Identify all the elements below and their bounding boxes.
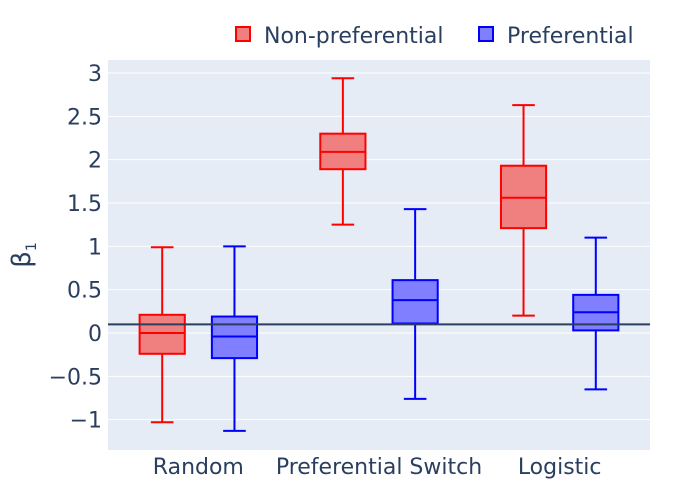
x-tick-label: Logistic	[518, 455, 602, 480]
series-non-preferential	[138, 77, 548, 424]
legend-label: Preferential	[507, 24, 634, 49]
legend-swatch	[478, 26, 494, 42]
box	[319, 77, 367, 226]
x-tick-labels: Random Preferential Switch Logistic	[153, 455, 602, 480]
y-tick-label: 0.5	[67, 279, 102, 304]
box-series	[138, 77, 620, 432]
box-iqr	[138, 313, 186, 355]
y-tick-label: 1	[88, 235, 102, 260]
y-tick-label: 2.5	[67, 105, 102, 130]
y-tick-label: 3	[88, 62, 102, 87]
box	[391, 208, 439, 400]
x-tick-label: Random	[153, 455, 244, 480]
box-iqr	[391, 279, 439, 325]
y-axis-title-main: β	[7, 251, 37, 268]
plot-background	[108, 60, 650, 450]
y-tick-label: 0	[88, 322, 102, 347]
gridlines	[108, 72, 650, 421]
y-axis-title: β1	[7, 242, 40, 268]
legend-label: Non-preferential	[264, 24, 444, 49]
box	[499, 104, 548, 317]
y-tick-label: 2	[88, 149, 102, 174]
y-tick-label: −1	[70, 409, 102, 434]
y-axis-title-subscript: 1	[24, 242, 40, 251]
y-tick-label: −0.5	[49, 365, 102, 390]
box	[138, 246, 186, 424]
legend-swatch	[235, 26, 251, 42]
y-tick-labels: −1 −0.5 0 0.5 1 1.5 2 2.5 3	[49, 62, 102, 434]
legend: Non-preferential Preferential	[235, 24, 634, 49]
y-tick-label: 1.5	[67, 192, 102, 217]
x-tick-label: Preferential Switch	[276, 455, 482, 480]
